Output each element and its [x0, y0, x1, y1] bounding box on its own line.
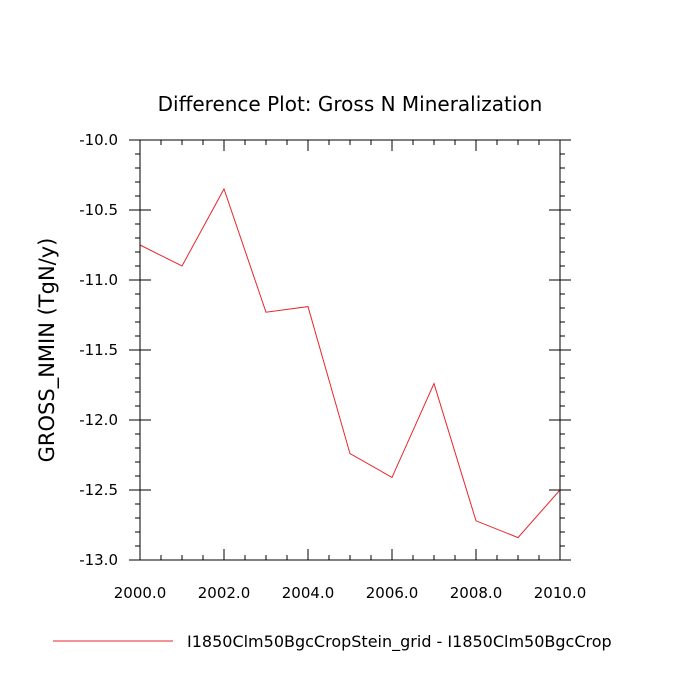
major-ticks [129, 139, 571, 561]
x-tick-label: 2002.0 [198, 584, 251, 602]
y-tick-labels: -10.0 -10.5 -11.0 -11.5 -12.0 -12.5 -13.0 [79, 131, 118, 569]
x-tick-label: 2004.0 [282, 584, 335, 602]
minor-ticks [135, 140, 565, 560]
y-tick-label: -13.0 [79, 551, 118, 569]
y-tick-label: -10.5 [79, 201, 118, 219]
y-tick-label: -10.0 [79, 131, 118, 149]
x-tick-label: 2010.0 [534, 584, 587, 602]
series-line [139, 187, 561, 539]
x-tick-label: 2000.0 [114, 584, 167, 602]
y-tick-label: -12.0 [79, 411, 118, 429]
y-tick-label: -12.5 [79, 481, 118, 499]
legend-label: I1850Clm50BgcCropStein_grid - I1850Clm50… [187, 632, 612, 652]
x-tick-label: 2008.0 [450, 584, 503, 602]
y-axis-label: GROSS_NMIN (TgN/y) [35, 238, 60, 463]
chart-title: Difference Plot: Gross N Mineralization [158, 92, 543, 116]
y-tick-label: -11.5 [79, 341, 118, 359]
legend: I1850Clm50BgcCropStein_grid - I1850Clm50… [53, 632, 612, 652]
x-tick-labels: 2000.0 2002.0 2004.0 2006.0 2008.0 2010.0 [114, 584, 587, 602]
plot-frame [139, 139, 561, 561]
series-lines [139, 187, 561, 539]
x-tick-label: 2006.0 [366, 584, 419, 602]
y-tick-label: -11.0 [79, 271, 118, 289]
